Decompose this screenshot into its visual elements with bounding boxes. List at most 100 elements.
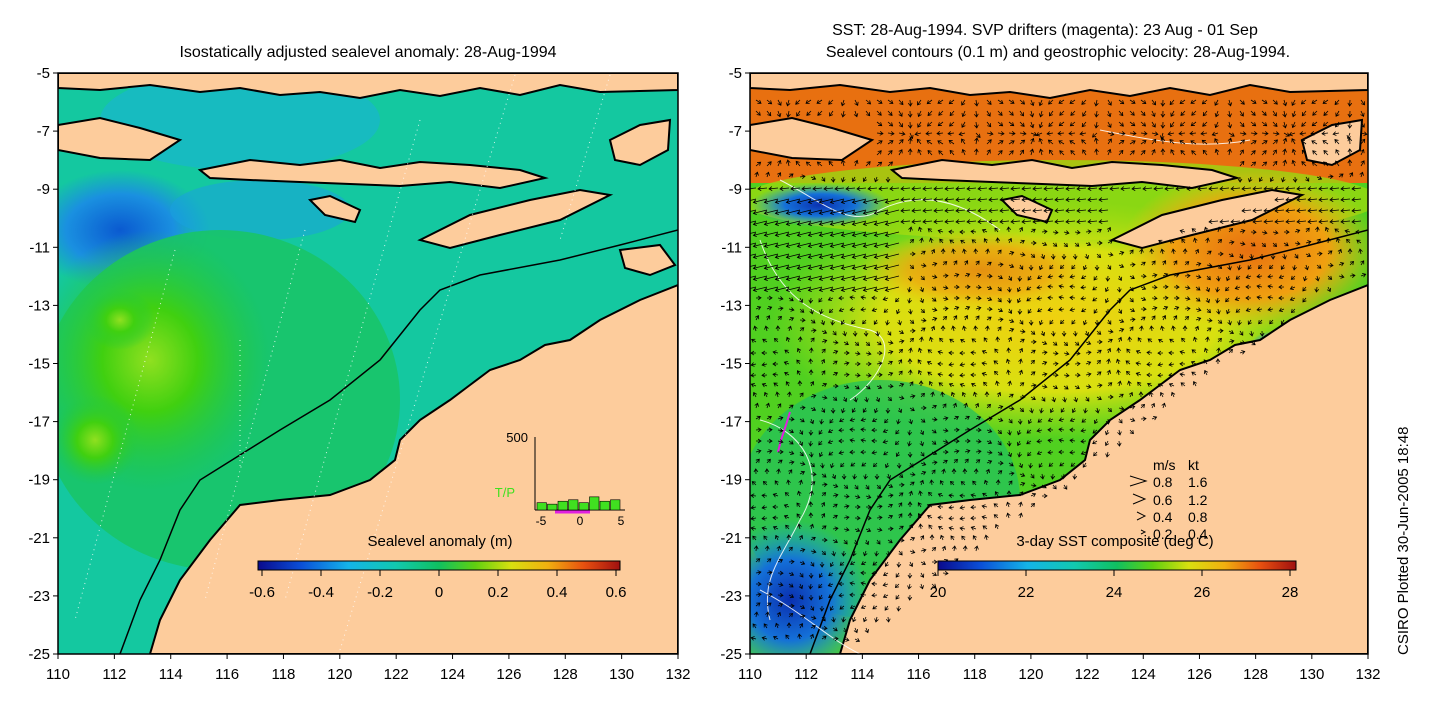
velocity-arrow bbox=[927, 514, 933, 519]
velocity-arrow bbox=[898, 525, 904, 530]
y-tick-label: -11 bbox=[29, 239, 50, 256]
velocity-arrow bbox=[1008, 263, 1015, 269]
velocity-arrow bbox=[853, 110, 859, 118]
velocity-arrow bbox=[871, 438, 878, 444]
velocity-arrow bbox=[1026, 297, 1032, 302]
velocity-arrow bbox=[919, 297, 924, 304]
velocity-arrow bbox=[818, 451, 824, 458]
velocity-arrow bbox=[828, 308, 834, 314]
velocity-arrow bbox=[821, 550, 826, 556]
velocity-arrow bbox=[937, 121, 944, 127]
velocity-arrow bbox=[1307, 186, 1318, 191]
velocity-arrow bbox=[887, 150, 893, 156]
velocity-arrow bbox=[887, 140, 894, 145]
velocity-arrow bbox=[1228, 253, 1234, 258]
velocity-arrow bbox=[1239, 121, 1245, 128]
velocity-arrow bbox=[1008, 140, 1015, 145]
velocity-arrow bbox=[1085, 384, 1092, 389]
velocity-arrow bbox=[983, 238, 988, 244]
velocity-arrow bbox=[884, 220, 900, 226]
velocity-arrow bbox=[948, 372, 955, 378]
inset-histogram: 500 T/P -5 0 5 bbox=[495, 430, 625, 528]
velocity-arrow bbox=[1278, 307, 1285, 313]
velocity-arrow bbox=[796, 110, 801, 117]
velocity-arrow bbox=[1096, 359, 1101, 365]
velocity-arrow bbox=[808, 512, 814, 519]
velocity-arrow bbox=[898, 370, 903, 376]
velocity-arrow bbox=[908, 490, 913, 497]
velocity-arrow bbox=[1038, 148, 1044, 156]
velocity-arrow bbox=[887, 371, 894, 377]
velocity-arrow bbox=[854, 372, 861, 378]
velocity-arrow bbox=[818, 264, 834, 270]
velocity-arrow bbox=[986, 403, 992, 409]
velocity-arrow bbox=[1302, 286, 1307, 292]
velocity-arrow bbox=[1302, 297, 1307, 303]
velocity-arrow bbox=[1070, 462, 1076, 467]
velocity-arrow bbox=[849, 449, 856, 455]
velocity-arrow bbox=[1173, 315, 1178, 321]
velocity-arrow bbox=[1016, 286, 1022, 293]
velocity-arrow bbox=[1248, 176, 1253, 183]
velocity-arrow bbox=[972, 480, 977, 486]
velocity-arrow bbox=[942, 403, 947, 409]
velocity-arrow bbox=[785, 198, 801, 204]
velocity-arrow bbox=[807, 242, 823, 248]
velocity-arrow bbox=[1061, 473, 1066, 480]
velocity-arrow bbox=[1307, 197, 1318, 202]
velocity-arrow bbox=[750, 264, 757, 267]
velocity-arrow bbox=[876, 372, 883, 378]
velocity-arrow bbox=[1282, 253, 1287, 260]
velocity-arrow bbox=[1160, 148, 1166, 156]
velocity-arrow bbox=[1289, 285, 1296, 291]
velocity-arrow bbox=[1117, 380, 1122, 387]
velocity-arrow bbox=[983, 337, 988, 343]
velocity-arrow bbox=[1179, 99, 1186, 104]
velocity-arrow bbox=[885, 319, 890, 326]
velocity-arrow bbox=[882, 428, 889, 434]
velocity-arrow bbox=[1250, 131, 1258, 136]
velocity-arrow bbox=[796, 513, 801, 519]
velocity-arrow bbox=[1106, 369, 1111, 376]
velocity-arrow bbox=[753, 468, 759, 475]
velocity-arrow bbox=[1118, 251, 1125, 256]
velocity-arrow bbox=[981, 504, 988, 509]
velocity-arrow bbox=[820, 319, 825, 326]
velocity-arrow bbox=[997, 417, 1004, 422]
velocity-arrow bbox=[1096, 228, 1102, 233]
velocity-arrow bbox=[1047, 307, 1054, 312]
velocity-arrow bbox=[1019, 149, 1025, 156]
velocity-arrow bbox=[1278, 274, 1285, 279]
velocity-arrow bbox=[927, 371, 933, 376]
velocity-arrow bbox=[854, 494, 861, 499]
velocity-arrow bbox=[752, 286, 768, 292]
velocity-arrow bbox=[960, 481, 966, 486]
velocity-arrow bbox=[1336, 237, 1341, 244]
velocity-arrow bbox=[796, 231, 812, 237]
velocity-arrow bbox=[786, 479, 791, 486]
velocity-arrow bbox=[832, 514, 838, 519]
velocity-arrow bbox=[944, 219, 955, 224]
velocity-arrow bbox=[1087, 197, 1098, 202]
velocity-arrow bbox=[1036, 450, 1043, 456]
velocity-arrow bbox=[951, 468, 957, 475]
velocity-arrow bbox=[1151, 273, 1158, 278]
y-tick-label: -9 bbox=[729, 181, 742, 198]
left-sumba-island bbox=[307, 194, 362, 224]
velocity-arrow bbox=[975, 306, 982, 311]
velocity-arrow bbox=[1261, 99, 1268, 104]
velocity-arrow bbox=[1017, 308, 1023, 315]
velocity-arrow bbox=[808, 594, 814, 601]
velocity-arrow bbox=[1151, 121, 1156, 128]
velocity-arrow bbox=[960, 338, 966, 343]
velocity-arrow bbox=[1107, 148, 1112, 156]
velocity-arrow bbox=[933, 186, 944, 191]
velocity-arrow bbox=[907, 297, 912, 304]
velocity-arrow bbox=[785, 99, 791, 107]
velocity-arrow bbox=[1098, 219, 1109, 224]
velocity-arrow bbox=[1008, 406, 1015, 411]
velocity-arrow bbox=[907, 594, 913, 601]
velocity-arrow bbox=[801, 186, 812, 191]
velocity-arrow bbox=[820, 462, 825, 469]
inset-xtick-min: -5 bbox=[536, 514, 547, 528]
